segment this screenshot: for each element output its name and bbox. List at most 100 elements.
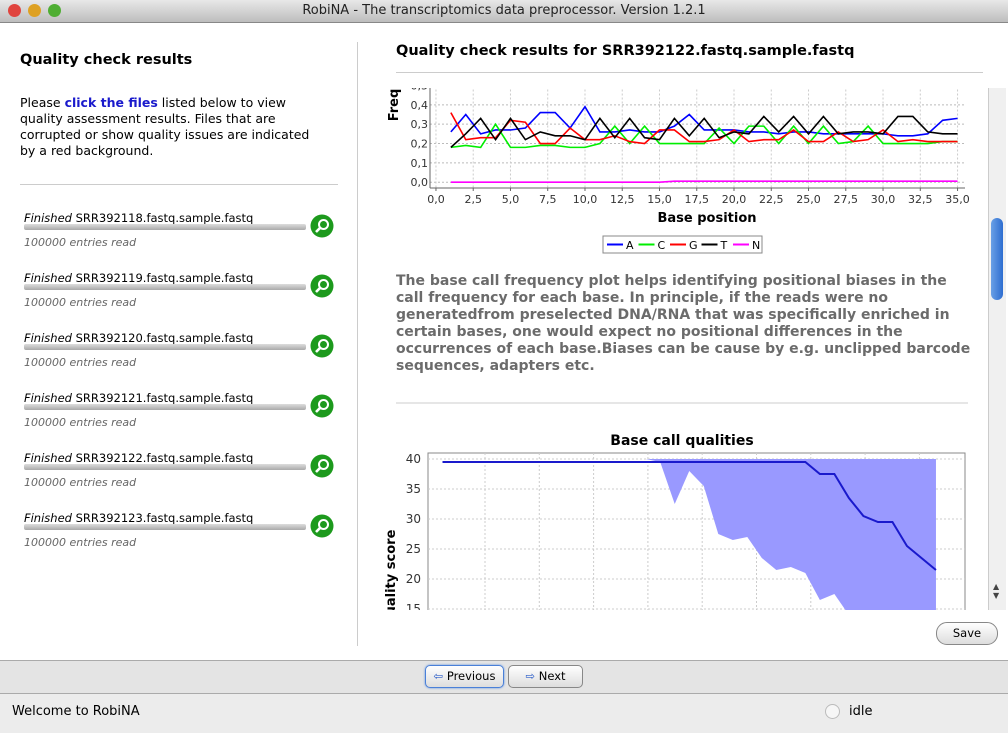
progress-bar — [24, 344, 306, 350]
file-entries: 100000 entries read — [24, 296, 137, 309]
left-heading: Quality check results — [20, 52, 193, 68]
file-item[interactable]: Finished SRR392118.fastq.sample.fastq 100… — [24, 211, 354, 271]
file-name: SRR392123.fastq.sample.fastq — [75, 511, 254, 525]
next-label: Next — [538, 669, 566, 683]
file-line: Finished SRR392118.fastq.sample.fastq — [24, 211, 253, 225]
icon-lens — [318, 459, 329, 470]
status-message: Welcome to RobiNA — [12, 704, 140, 719]
file-name: SRR392120.fastq.sample.fastq — [75, 331, 254, 345]
intro-text: listed below to view quality assessment … — [20, 95, 310, 158]
quality-band — [442, 459, 936, 610]
icon-handle — [315, 466, 322, 473]
y-tick-label: 0,2 — [411, 138, 429, 151]
next-button[interactable]: ⇨ Next — [508, 665, 583, 688]
view-button[interactable] — [310, 274, 334, 298]
series-line — [450, 112, 958, 145]
icon-lens — [318, 279, 329, 290]
series-line — [450, 115, 958, 148]
x-tick-label: 22,5 — [759, 193, 784, 206]
x-tick-label: 32,5 — [908, 193, 933, 206]
y-tick-label: 0,4 — [411, 99, 429, 112]
scroll-thumb[interactable] — [991, 218, 1003, 300]
x-tick-label: 12,5 — [610, 193, 635, 206]
icon-handle — [315, 226, 322, 233]
icon-handle — [315, 286, 322, 293]
x-tick-label: 10,0 — [573, 193, 598, 206]
x-tick-label: 20,0 — [722, 193, 747, 206]
progress-bar — [24, 524, 306, 530]
file-entries: 100000 entries read — [24, 476, 137, 489]
icon-bg — [310, 274, 334, 298]
chart-title: Base call qualities — [610, 433, 753, 449]
x-tick-label: 7,5 — [539, 193, 557, 206]
intro: Please click the files listed below to v… — [20, 95, 320, 159]
legend-label: T — [720, 239, 728, 252]
file-status: Finished — [24, 211, 72, 225]
file-status: Finished — [24, 271, 72, 285]
file-item[interactable]: Finished SRR392121.fastq.sample.fastq 100… — [24, 391, 354, 451]
view-button[interactable] — [310, 514, 334, 538]
view-button[interactable] — [310, 454, 334, 478]
icon-handle — [315, 406, 322, 413]
file-name: SRR392118.fastq.sample.fastq — [75, 211, 254, 225]
file-name: SRR392122.fastq.sample.fastq — [75, 451, 254, 465]
file-item[interactable]: Finished SRR392120.fastq.sample.fastq 100… — [24, 331, 354, 391]
y-tick-label: 40 — [406, 452, 421, 466]
scroll-arrows[interactable]: ▲ ▼ — [993, 582, 1000, 600]
y-tick-label: 0,0 — [411, 176, 429, 189]
separator — [396, 72, 983, 73]
progress-bar — [24, 464, 306, 470]
icon-lens — [318, 219, 329, 230]
x-tick-label: 35,0 — [945, 193, 970, 206]
nav-bar — [0, 660, 1008, 693]
y-axis-label: Quality score — [384, 529, 399, 610]
arrow: ⇦ — [433, 669, 444, 683]
icon-lens — [318, 339, 329, 350]
x-tick-label: 0,0 — [427, 193, 445, 206]
icon-handle — [315, 526, 322, 533]
view-button[interactable] — [310, 394, 334, 418]
close-button[interactable] — [8, 4, 21, 17]
file-item[interactable]: Finished SRR392123.fastq.sample.fastq 100… — [24, 511, 354, 571]
icon-bg — [310, 454, 334, 478]
title-bar: RobiNA - The transcriptomics data prepro… — [0, 0, 1008, 23]
file-entries: 100000 entries read — [24, 236, 137, 249]
status-bar — [0, 693, 1008, 733]
x-tick-label: 15,0 — [647, 193, 672, 206]
series-line — [442, 461, 937, 571]
view-button[interactable] — [310, 214, 334, 238]
previous-button[interactable]: ⇦ Previous — [425, 665, 504, 688]
save-button[interactable]: Save — [936, 622, 998, 645]
zoom-button[interactable] — [48, 4, 61, 17]
file-status: Finished — [24, 451, 72, 465]
x-tick-label: 25,0 — [796, 193, 821, 206]
arrow: ⇨ — [525, 669, 536, 683]
scrollbar[interactable]: ▲ ▼ — [988, 88, 1006, 610]
intro-link[interactable]: click the files — [64, 95, 158, 110]
file-item[interactable]: Finished SRR392119.fastq.sample.fastq 100… — [24, 271, 354, 331]
y-tick-label: 20 — [406, 572, 421, 586]
file-entries: 100000 entries read — [24, 536, 137, 549]
x-tick-label: 30,0 — [871, 193, 896, 206]
y-axis-label: Freq — [387, 89, 402, 122]
y-tick-label: 0,5 — [411, 88, 429, 93]
x-tick-label: 17,5 — [685, 193, 710, 206]
file-name: SRR392119.fastq.sample.fastq — [75, 271, 254, 285]
right-heading: Quality check results for SRR392122.fast… — [396, 43, 855, 59]
window-title: RobiNA - The transcriptomics data prepro… — [302, 3, 706, 18]
file-line: Finished SRR392122.fastq.sample.fastq — [24, 451, 253, 465]
divider — [357, 42, 358, 646]
file-entries: 100000 entries read — [24, 416, 137, 429]
x-tick-label: 5,0 — [502, 193, 519, 206]
y-tick-label: 0,1 — [411, 157, 429, 170]
file-line: Finished SRR392123.fastq.sample.fastq — [24, 511, 253, 525]
file-item[interactable]: Finished SRR392122.fastq.sample.fastq 100… — [24, 451, 354, 511]
previous-label: Previous — [446, 669, 496, 683]
minimize-button[interactable] — [28, 4, 41, 17]
file-line: Finished SRR392121.fastq.sample.fastq — [24, 391, 253, 405]
view-button[interactable] — [310, 334, 334, 358]
icon-bg — [310, 214, 334, 238]
legend-label: N — [752, 239, 760, 252]
progress-bar — [24, 404, 306, 410]
